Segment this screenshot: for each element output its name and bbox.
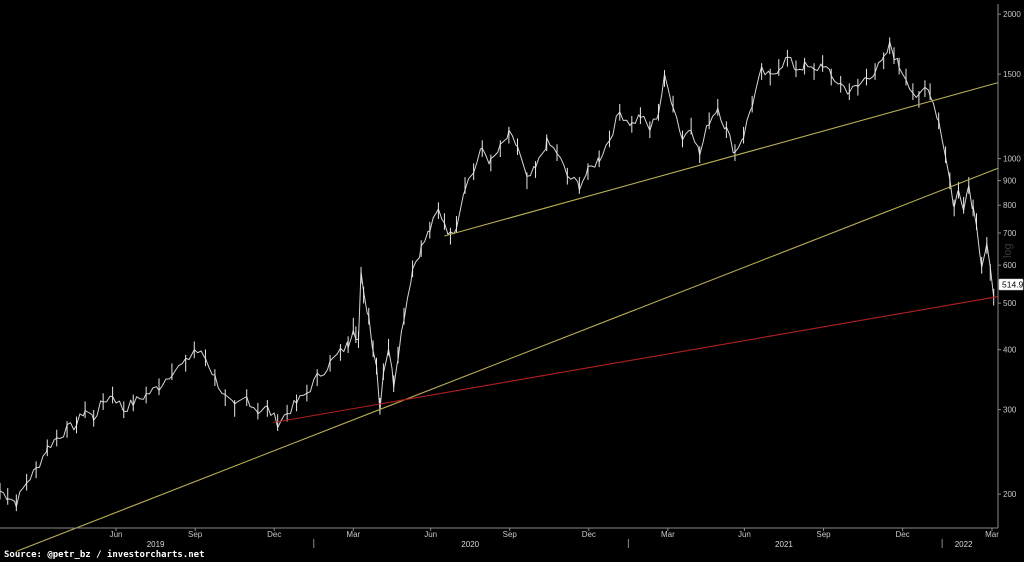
year-label: 2021 xyxy=(775,540,793,549)
x-tick-label: Jun xyxy=(738,530,751,539)
y-tick-label: 600 xyxy=(1003,261,1017,270)
trendlines xyxy=(16,82,999,552)
log-scale-watermark: log xyxy=(1002,243,1014,258)
year-label: 2019 xyxy=(147,540,165,549)
y-tick-label: 1500 xyxy=(1003,70,1021,79)
y-tick-label: 300 xyxy=(1003,406,1017,415)
y-tick-label: 400 xyxy=(1003,346,1017,355)
price-series xyxy=(0,37,995,512)
x-tick-label: Sep xyxy=(188,530,203,539)
last-value-pointer xyxy=(999,281,1003,288)
x-tick-label: Sep xyxy=(816,530,831,539)
x-tick-label: Dec xyxy=(895,530,909,539)
x-tick-label: Mar xyxy=(985,530,999,539)
last-value-label-group: 514.9 xyxy=(998,278,1024,291)
y-tick-label: 500 xyxy=(1003,299,1017,308)
x-tick-label: Dec xyxy=(582,530,596,539)
y-tick-label: 800 xyxy=(1003,201,1017,210)
trendline xyxy=(16,167,999,552)
x-tick-label: Jun xyxy=(110,530,123,539)
trendline xyxy=(444,82,999,237)
x-tick-label: Mar xyxy=(346,530,360,539)
x-tick-label: Mar xyxy=(661,530,675,539)
year-label: 2022 xyxy=(955,540,973,549)
y-tick-label: 900 xyxy=(1003,177,1017,186)
source-caption: Source: @petr_bz / investorcharts.net xyxy=(4,550,205,560)
axes xyxy=(0,4,999,529)
x-tick-label: Jun xyxy=(424,530,437,539)
y-tick-label: 2000 xyxy=(1003,10,1021,19)
year-label: 2020 xyxy=(461,540,479,549)
y-tick-label: 200 xyxy=(1003,490,1017,499)
x-tick-label: Sep xyxy=(503,530,518,539)
last-value-label: 514.9 xyxy=(1002,280,1024,290)
trendline xyxy=(273,296,999,424)
y-tick-labels: 200 300 400 500 600 700 800 900 1000 1500 2000 xyxy=(998,10,1021,499)
x-tick-label: Dec xyxy=(267,530,281,539)
x-tick-labels: Jun Sep Dec Mar Jun Sep Dec Mar Jun Sep Dec Mar 2019… xyxy=(110,528,999,549)
y-tick-label: 700 xyxy=(1003,229,1017,238)
y-tick-label: 1000 xyxy=(1003,155,1021,164)
